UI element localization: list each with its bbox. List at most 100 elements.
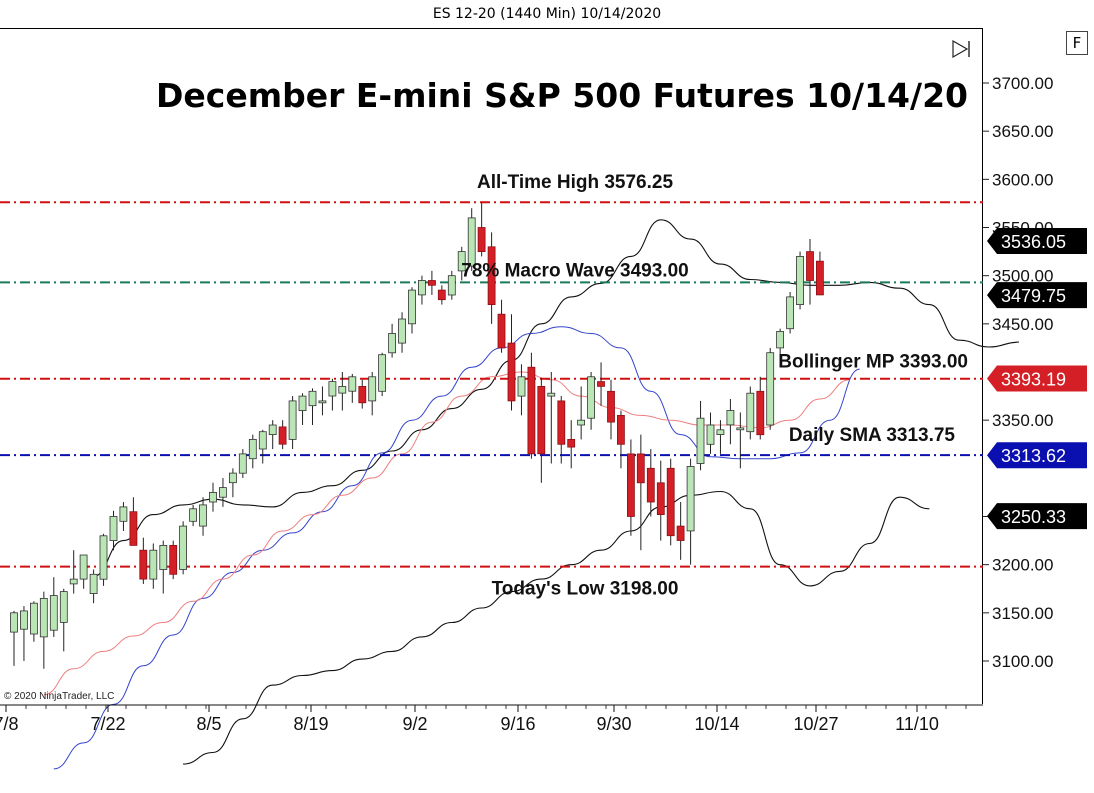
candle (318, 386, 327, 416)
candle (228, 468, 237, 498)
candle (268, 420, 277, 450)
price-tag-3: 3313.62 (987, 442, 1087, 469)
candle-body (228, 472, 237, 484)
price-tag-box (987, 442, 1087, 469)
candle (447, 270, 456, 300)
candle-body (99, 535, 108, 580)
candle-body (756, 390, 765, 436)
candle-body (706, 424, 715, 445)
candle-body (149, 549, 158, 580)
candle-body (89, 573, 98, 594)
candle-body (656, 482, 665, 515)
candle (308, 388, 317, 425)
candle (676, 502, 685, 560)
candle (79, 554, 88, 589)
candle (786, 292, 794, 334)
price-tag-label: 3393.19 (1001, 370, 1066, 390)
candle-body (507, 342, 516, 402)
candle-body (278, 426, 287, 445)
candle (218, 477, 227, 507)
candle (617, 410, 625, 469)
candle-body (39, 598, 48, 638)
candle-body (796, 255, 804, 305)
candle (437, 285, 446, 305)
candle-body (29, 602, 38, 635)
candle-body (627, 453, 635, 517)
candle-body (746, 392, 755, 433)
candle (636, 434, 645, 551)
candle-body (437, 289, 446, 301)
y-tick-label: 3200.00 (992, 556, 1053, 575)
y-tick-label: 3600.00 (992, 170, 1053, 189)
candle-body (288, 400, 297, 440)
candle-body (427, 280, 436, 286)
x-tick-label: 11/10 (895, 714, 939, 734)
candle (527, 352, 536, 459)
candle-body (666, 467, 675, 537)
candle (159, 540, 168, 594)
candle (726, 398, 735, 445)
candle-body (806, 251, 814, 281)
candle-body (786, 296, 794, 330)
candle (199, 497, 207, 536)
price-tag-label: 3536.05 (1001, 232, 1066, 252)
y-tick-label: 3150.00 (992, 604, 1053, 623)
copyright-text: © 2020 NinjaTrader, LLC (4, 691, 115, 702)
bollinger-lower-line (183, 490, 930, 765)
candle-body (816, 260, 824, 296)
candle (139, 537, 148, 584)
candle (686, 458, 695, 565)
y-tick-label: 3500.00 (992, 267, 1053, 286)
candle (368, 372, 377, 416)
candle (278, 420, 287, 450)
price-tag-label: 3479.75 (1001, 286, 1066, 306)
candle-body (348, 376, 357, 392)
candle-body (726, 410, 735, 426)
price-panel (0, 28, 983, 704)
candle-body (557, 400, 566, 445)
candle (89, 569, 98, 604)
candle-body (487, 246, 496, 306)
chart-header-caption: ES 12-20 (1440 Min) 10/14/2020 (432, 6, 662, 22)
candle-body (646, 467, 655, 503)
candle (348, 373, 357, 403)
candle-body (358, 385, 367, 404)
candle-body (318, 400, 327, 404)
candle-body (527, 366, 536, 455)
candle-body (447, 275, 456, 296)
candle (19, 606, 28, 661)
candle (666, 458, 675, 546)
candle-body (636, 453, 645, 484)
candle (736, 412, 745, 469)
f-button[interactable]: F (1066, 31, 1088, 55)
y-tick-label: 3650.00 (992, 122, 1053, 141)
level-label-1: 78% Macro Wave 3493.00 (461, 260, 688, 281)
candle (756, 376, 765, 440)
candle (417, 275, 426, 305)
candle-body (776, 331, 784, 349)
price-tag-box (987, 227, 1087, 254)
candle (477, 202, 486, 257)
candle-body (10, 612, 18, 633)
price-tag-label: 3250.33 (1001, 507, 1066, 527)
candle-body (199, 504, 207, 527)
candle-body (457, 251, 466, 272)
candle-body (179, 525, 188, 570)
x-tick-label: 10/14 (694, 714, 739, 734)
x-tick-label: 8/5 (196, 714, 221, 734)
price-tag-0: 3536.05 (987, 227, 1087, 254)
candle (467, 208, 476, 271)
candle (607, 379, 615, 440)
candle (388, 323, 397, 358)
candle (507, 314, 516, 411)
candle (149, 543, 158, 589)
candle (646, 449, 655, 517)
candle (99, 533, 108, 586)
play-bar-icon[interactable] (950, 38, 972, 60)
candle-body (696, 417, 705, 464)
level-label-3: Daily SMA 3313.75 (789, 425, 956, 446)
candle (627, 439, 635, 536)
candle-body (567, 438, 576, 448)
candle-body (736, 427, 745, 431)
